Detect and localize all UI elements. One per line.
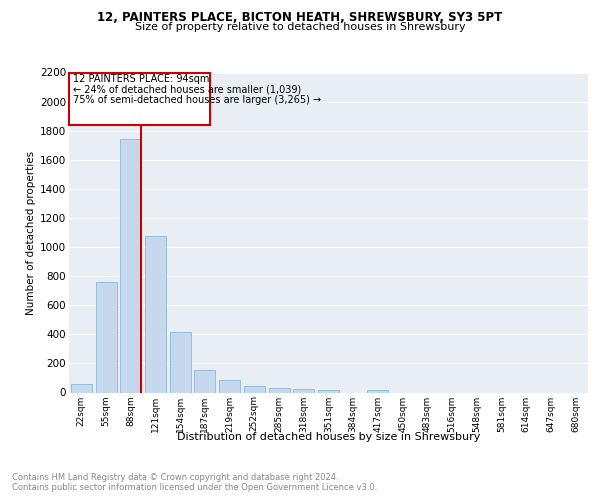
Text: 12, PAINTERS PLACE, BICTON HEATH, SHREWSBURY, SY3 5PT: 12, PAINTERS PLACE, BICTON HEATH, SHREWS… bbox=[97, 11, 503, 24]
Text: Size of property relative to detached houses in Shrewsbury: Size of property relative to detached ho… bbox=[134, 22, 466, 32]
Bar bbox=[95, 282, 116, 393]
Bar bbox=[293, 389, 314, 392]
Bar bbox=[269, 388, 290, 392]
Bar bbox=[318, 390, 339, 392]
Text: Contains HM Land Registry data © Crown copyright and database right 2024.: Contains HM Land Registry data © Crown c… bbox=[12, 472, 338, 482]
Bar bbox=[219, 380, 240, 392]
FancyBboxPatch shape bbox=[70, 72, 210, 125]
Bar bbox=[170, 332, 191, 392]
Y-axis label: Number of detached properties: Number of detached properties bbox=[26, 150, 36, 314]
Bar bbox=[145, 236, 166, 392]
Text: Distribution of detached houses by size in Shrewsbury: Distribution of detached houses by size … bbox=[177, 432, 481, 442]
Text: ← 24% of detached houses are smaller (1,039): ← 24% of detached houses are smaller (1,… bbox=[73, 85, 301, 95]
Bar bbox=[71, 384, 92, 392]
Text: 75% of semi-detached houses are larger (3,265) →: 75% of semi-detached houses are larger (… bbox=[73, 95, 321, 105]
Bar bbox=[244, 386, 265, 392]
Bar bbox=[120, 140, 141, 392]
Bar bbox=[367, 390, 388, 392]
Text: 12 PAINTERS PLACE: 94sqm: 12 PAINTERS PLACE: 94sqm bbox=[73, 74, 209, 84]
Bar bbox=[194, 370, 215, 392]
Text: Contains public sector information licensed under the Open Government Licence v3: Contains public sector information licen… bbox=[12, 484, 377, 492]
